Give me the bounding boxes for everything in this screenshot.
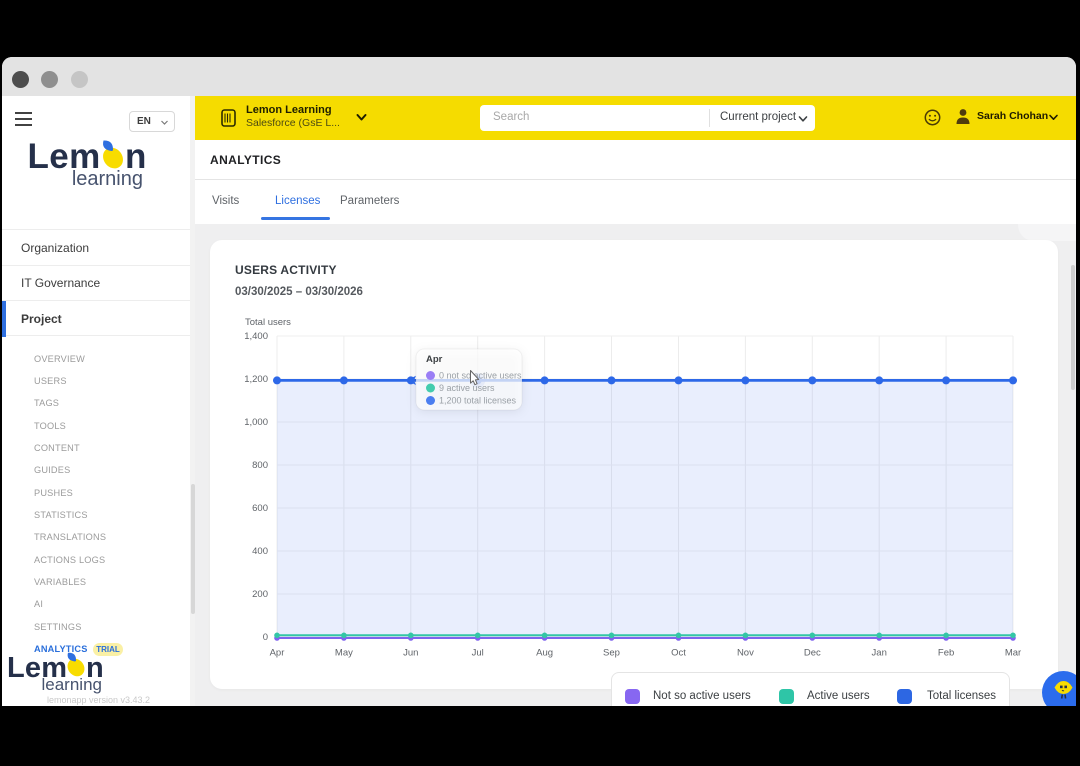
svg-text:Mar: Mar xyxy=(1005,648,1021,659)
svg-text:1,000: 1,000 xyxy=(244,417,268,428)
svg-text:Nov: Nov xyxy=(737,648,754,659)
svg-text:800: 800 xyxy=(252,460,268,471)
svg-text:Oct: Oct xyxy=(671,648,686,659)
svg-text:n: n xyxy=(125,137,146,176)
svg-text:1,200 total licenses: 1,200 total licenses xyxy=(439,396,517,406)
svg-text:0 not so active users: 0 not so active users xyxy=(439,371,522,381)
svg-text:1,400: 1,400 xyxy=(244,331,268,342)
svg-text:9 active users: 9 active users xyxy=(439,383,495,393)
svg-text:Aug: Aug xyxy=(536,648,553,659)
svg-text:n: n xyxy=(86,652,104,684)
svg-text:learning: learning xyxy=(42,675,103,694)
svg-text:Jul: Jul xyxy=(472,648,484,659)
svg-text:Jan: Jan xyxy=(872,648,887,659)
svg-text:400: 400 xyxy=(252,546,268,557)
svg-text:Lem: Lem xyxy=(7,652,67,684)
svg-text:Total users: Total users xyxy=(245,317,291,328)
svg-text:Dec: Dec xyxy=(804,648,821,659)
svg-text:Sep: Sep xyxy=(603,648,620,659)
svg-text:Lem: Lem xyxy=(29,137,101,176)
svg-text:200: 200 xyxy=(252,589,268,600)
svg-text:Feb: Feb xyxy=(938,648,954,659)
svg-text:Apr: Apr xyxy=(270,648,285,659)
svg-text:Apr: Apr xyxy=(426,354,443,365)
svg-text:May: May xyxy=(335,648,353,659)
svg-text:0: 0 xyxy=(263,632,268,643)
svg-text:600: 600 xyxy=(252,503,268,514)
svg-text:learning: learning xyxy=(72,168,143,190)
svg-text:1,200: 1,200 xyxy=(244,374,268,385)
svg-text:Jun: Jun xyxy=(403,648,418,659)
